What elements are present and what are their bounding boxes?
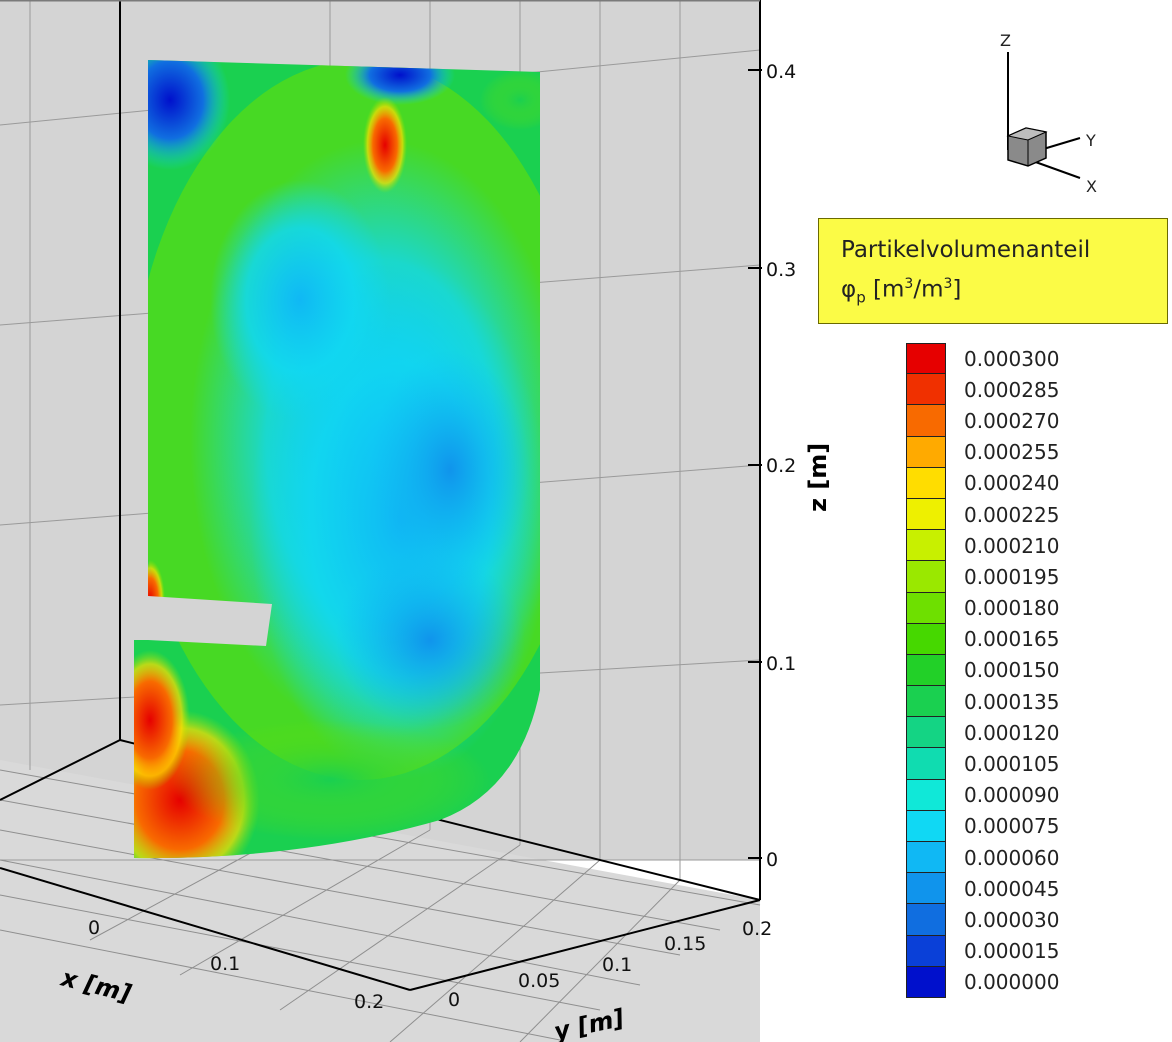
colorbar-label: 0.000255: [964, 440, 1060, 465]
colorbar-swatch: [906, 374, 946, 406]
y-tick-label: 0.2: [742, 918, 772, 940]
x-tick-label: 0.2: [354, 991, 384, 1013]
y-tick-label: 0.1: [602, 954, 632, 976]
z-tick-labels: 0.4 0.3 0.2 0.1 0: [766, 61, 796, 871]
z-tick-label: 0.1: [766, 653, 796, 675]
y-tick-label: 0: [448, 989, 460, 1011]
colorbar-swatch: [906, 623, 946, 655]
x-tick-label: 0.1: [210, 953, 240, 975]
colorbar-label: 0.000150: [964, 658, 1060, 683]
colorbar-label: 0.000285: [964, 377, 1060, 402]
colorbar-level: 0.000135: [906, 686, 1060, 718]
colorbar-swatch: [906, 842, 946, 874]
x-tick-label: 0: [88, 917, 100, 939]
colorbar-swatch: [906, 717, 946, 749]
colorbar-label: 0.000000: [964, 970, 1060, 995]
colorbar-label: 0.000270: [964, 408, 1060, 433]
colorbar-label: 0.000030: [964, 907, 1060, 932]
colorbar-swatch: [906, 405, 946, 437]
colorbar-swatch: [906, 561, 946, 593]
colorbar: 0.000300 0.000285 0.000270 0.000255 0.000240…: [906, 343, 1059, 998]
colorbar-swatch: [906, 686, 946, 718]
colorbar-level: 0.000210: [906, 530, 1060, 562]
colorbar-level: 0.000300: [906, 343, 1060, 375]
colorbar-level: 0.000225: [906, 498, 1060, 531]
colorbar-label: 0.000165: [964, 627, 1060, 652]
colorbar-label: 0.000210: [964, 533, 1060, 558]
colorbar-label: 0.000060: [964, 845, 1060, 870]
x-tick-labels: 0 0.1 0.2: [88, 917, 384, 1013]
colorbar-swatch: [906, 498, 946, 531]
colorbar-level: 0.000195: [906, 561, 1060, 593]
colorbar-swatch: [906, 810, 946, 842]
colorbar-level: 0.000285: [906, 374, 1060, 406]
axis-triad: Z Y X: [1000, 31, 1097, 196]
colorbar-label: 0.000105: [964, 752, 1060, 777]
colorbar-label: 0.000195: [964, 564, 1060, 589]
colorbar-label: 0.000120: [964, 720, 1060, 745]
colorbar-level: 0.000105: [906, 748, 1060, 780]
y-tick-label: 0.15: [664, 933, 706, 955]
colorbar-level: 0.000000: [906, 966, 1060, 998]
colorbar-level: 0.000150: [906, 654, 1060, 687]
colorbar-swatch: [906, 935, 946, 967]
colorbar-label: 0.000180: [964, 596, 1060, 621]
colorbar-level: 0.000090: [906, 779, 1060, 811]
colorbar-swatch: [906, 779, 946, 811]
z-tick-label: 0: [766, 849, 778, 871]
legend-title-line2: φp [m3/m3]: [841, 276, 962, 307]
colorbar-level: 0.000015: [906, 935, 1060, 967]
colorbar-label: 0.000090: [964, 783, 1060, 808]
colorbar-swatch: [906, 904, 946, 936]
z-axis-label: z [m]: [804, 443, 832, 512]
colorbar-swatch: [906, 530, 946, 562]
y-tick-label: 0.05: [518, 970, 560, 992]
triad-x-label: X: [1086, 177, 1097, 196]
colorbar-label: 0.000045: [964, 876, 1060, 901]
colorbar-level: 0.000045: [906, 873, 1060, 905]
colorbar-level: 0.000180: [906, 592, 1060, 624]
colorbar-swatch: [906, 343, 946, 375]
colorbar-level: 0.000165: [906, 623, 1060, 655]
colorbar-label: 0.000240: [964, 471, 1060, 496]
colorbar-label: 0.000075: [964, 814, 1060, 839]
colorbar-level: 0.000240: [906, 467, 1060, 499]
z-tick-label: 0.3: [766, 259, 796, 281]
colorbar-level: 0.000060: [906, 842, 1060, 874]
surface-cutout: [148, 596, 272, 646]
contour-surface: [134, 60, 540, 859]
colorbar-level: 0.000075: [906, 810, 1060, 842]
y-tick-labels: 0 0.05 0.1 0.15 0.2: [448, 918, 772, 1011]
colorbar-level: 0.000270: [906, 405, 1060, 437]
colorbar-swatch: [906, 748, 946, 780]
z-tick-label: 0.2: [766, 455, 796, 477]
colorbar-label: 0.000300: [964, 346, 1060, 371]
colorbar-label: 0.000015: [964, 939, 1060, 964]
colorbar-label: 0.000135: [964, 689, 1060, 714]
colorbar-level: 0.000120: [906, 717, 1060, 749]
triad-y-label: Y: [1085, 131, 1096, 150]
colorbar-swatch: [906, 436, 946, 468]
z-tick-label: 0.4: [766, 61, 796, 83]
colorbar-swatch: [906, 467, 946, 499]
colorbar-label: 0.000225: [964, 502, 1060, 527]
colorbar-swatch: [906, 654, 946, 687]
colorbar-swatch: [906, 966, 946, 998]
colorbar-swatch: [906, 873, 946, 905]
triad-z-label: Z: [1000, 31, 1011, 50]
legend-title-line1: Partikelvolumenanteil: [841, 237, 1091, 263]
colorbar-swatch: [906, 592, 946, 624]
colorbar-level: 0.000255: [906, 436, 1060, 468]
legend-title: Partikelvolumenanteil φp [m3/m3]: [818, 218, 1168, 324]
colorbar-level: 0.000030: [906, 904, 1060, 936]
